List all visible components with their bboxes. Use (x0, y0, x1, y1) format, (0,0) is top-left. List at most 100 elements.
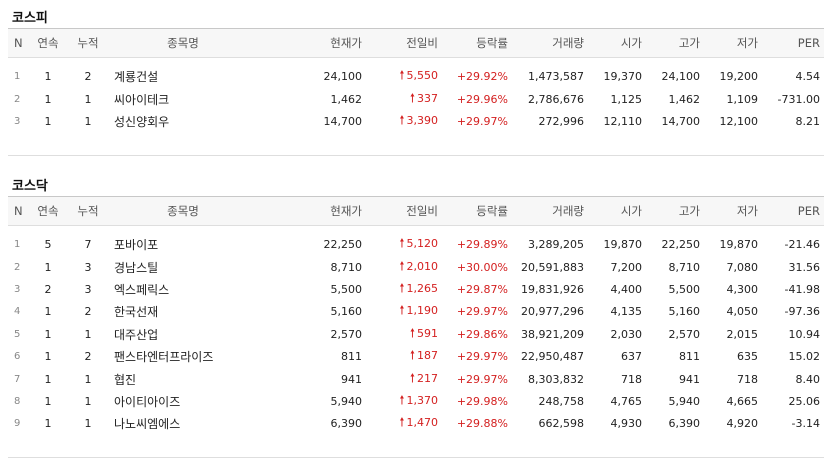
change-value: 1,470 (406, 416, 439, 430)
col-streak: 연속 (37, 204, 59, 218)
volume: 20,977,296 (521, 305, 584, 319)
current-price: 2,570 (330, 327, 363, 341)
stock-name-link[interactable]: 경남스틸 (114, 260, 159, 275)
divider (8, 435, 824, 458)
change-rate: +30.00% (456, 260, 508, 274)
change-cell: 🠕 591 (368, 323, 444, 345)
col-streak: 연속 (37, 36, 59, 50)
current-price: 1,462 (330, 92, 363, 106)
change-value: 5,120 (406, 237, 439, 251)
per-value: 31.56 (788, 260, 821, 274)
row-number: 2 (14, 261, 21, 273)
col-cumulative: 누적 (77, 204, 99, 218)
cumulative-count: 1 (84, 394, 92, 408)
per-value: 15.02 (788, 350, 821, 364)
col-price: 현재가 (330, 204, 362, 218)
cumulative-count: 2 (84, 350, 92, 364)
cumulative-count: 2 (84, 70, 92, 84)
change-rate: +29.86% (456, 327, 508, 341)
change-cell: 🠕 217 (368, 368, 444, 390)
per-value: -3.14 (791, 417, 820, 431)
open-price: 637 (621, 350, 642, 364)
volume: 20,591,883 (521, 260, 584, 274)
low-price: 4,050 (726, 305, 759, 319)
high-price: 1,462 (668, 92, 701, 106)
up-arrow-icon: 🠕 (409, 325, 415, 340)
current-price: 5,500 (330, 282, 363, 296)
volume: 248,758 (538, 394, 585, 408)
high-price: 5,160 (668, 305, 701, 319)
change-cell: 🠕 1,470 (368, 413, 444, 435)
low-price: 19,870 (719, 238, 759, 252)
streak-count: 5 (44, 238, 52, 252)
stock-name-link[interactable]: 성신양회우 (114, 114, 170, 129)
low-price: 2,015 (726, 327, 759, 341)
stock-name-link[interactable]: 협진 (114, 372, 137, 387)
kospi-title: 코스피 (12, 11, 48, 26)
kospi-table: N 연속 누적 종목명 현재가 전일비 등락률 거래량 시가 고가 저가 PER… (8, 28, 824, 156)
table-row: 9 1 1 나노씨엠에스 6,390 🠕 1,470 +29.88% 662,598 4,930 6… (8, 413, 824, 435)
streak-count: 1 (44, 305, 52, 319)
cumulative-count: 1 (84, 92, 92, 106)
up-arrow-icon: 🠕 (399, 258, 405, 273)
current-price: 811 (341, 350, 362, 364)
current-price: 14,700 (323, 114, 363, 128)
current-price: 6,390 (330, 417, 363, 431)
change-rate: +29.98% (456, 394, 508, 408)
low-price: 4,665 (726, 394, 759, 408)
col-rate: 등락률 (476, 36, 508, 50)
high-price: 14,700 (661, 114, 701, 128)
low-price: 7,080 (726, 260, 759, 274)
volume: 1,473,587 (528, 70, 584, 84)
col-name: 종목명 (167, 204, 199, 218)
col-n: N (14, 36, 23, 50)
streak-count: 1 (44, 114, 52, 128)
row-number: 1 (14, 71, 21, 83)
up-arrow-icon: 🠕 (409, 348, 415, 363)
change-cell: 🠕 1,265 (368, 278, 444, 300)
col-cumulative: 누적 (77, 36, 99, 50)
streak-count: 1 (44, 394, 52, 408)
table-row: 2 1 1 씨아이테크 1,462 🠕 337 +29.96% 2,786,676 1,125 1,… (8, 88, 824, 110)
stock-name-link[interactable]: 씨아이테크 (114, 92, 170, 107)
stock-name-link[interactable]: 아이티아이즈 (114, 394, 181, 409)
low-price: 4,920 (726, 417, 759, 431)
open-price: 2,030 (610, 327, 643, 341)
per-value: -731.00 (777, 92, 820, 106)
change-value: 591 (417, 326, 438, 340)
col-name: 종목명 (167, 36, 199, 50)
up-arrow-icon: 🠕 (409, 370, 415, 385)
change-rate: +29.97% (456, 305, 508, 319)
row-number: 3 (14, 115, 21, 127)
change-value: 2,010 (406, 259, 439, 273)
stock-name-link[interactable]: 엑스페릭스 (114, 282, 170, 297)
volume: 662,598 (538, 417, 585, 431)
table-row: 7 1 1 협진 941 🠕 217 +29.97% 8,303,832 718 941 718 8.4… (8, 368, 824, 390)
open-price: 1,125 (610, 92, 643, 106)
row-spacer (8, 226, 824, 234)
stock-name-link[interactable]: 계룡건설 (114, 70, 159, 85)
cumulative-count: 1 (84, 327, 92, 341)
up-arrow-icon: 🠕 (399, 280, 405, 295)
cumulative-count: 3 (84, 282, 92, 296)
stock-name-link[interactable]: 한국선재 (114, 305, 159, 320)
open-price: 4,400 (610, 282, 643, 296)
kospi-section: 코스피 N 연속 누적 종목명 현재가 전일비 등락률 거래량 시가 고가 저가… (8, 10, 824, 156)
stock-name-link[interactable]: 팬스타엔터프라이즈 (114, 350, 214, 365)
volume: 3,289,205 (528, 238, 584, 252)
col-volume: 거래량 (552, 204, 584, 218)
col-rate: 등락률 (476, 204, 508, 218)
stock-name-link[interactable]: 대주산업 (114, 327, 159, 342)
row-end-divider (8, 132, 824, 156)
table-row: 3 2 3 엑스페릭스 5,500 🠕 1,265 +29.87% 19,831,926 4,40… (8, 278, 824, 300)
change-rate: +29.96% (456, 92, 508, 106)
cumulative-count: 3 (84, 260, 92, 274)
stock-name-link[interactable]: 포바이포 (114, 238, 159, 253)
open-price: 19,870 (603, 238, 643, 252)
row-number: 6 (14, 351, 21, 363)
change-value: 217 (417, 371, 438, 385)
stock-name-link[interactable]: 나노씨엠에스 (114, 417, 181, 432)
current-price: 8,710 (330, 260, 363, 274)
kosdaq-title: 코스닥 (12, 179, 48, 194)
high-price: 8,710 (668, 260, 701, 274)
